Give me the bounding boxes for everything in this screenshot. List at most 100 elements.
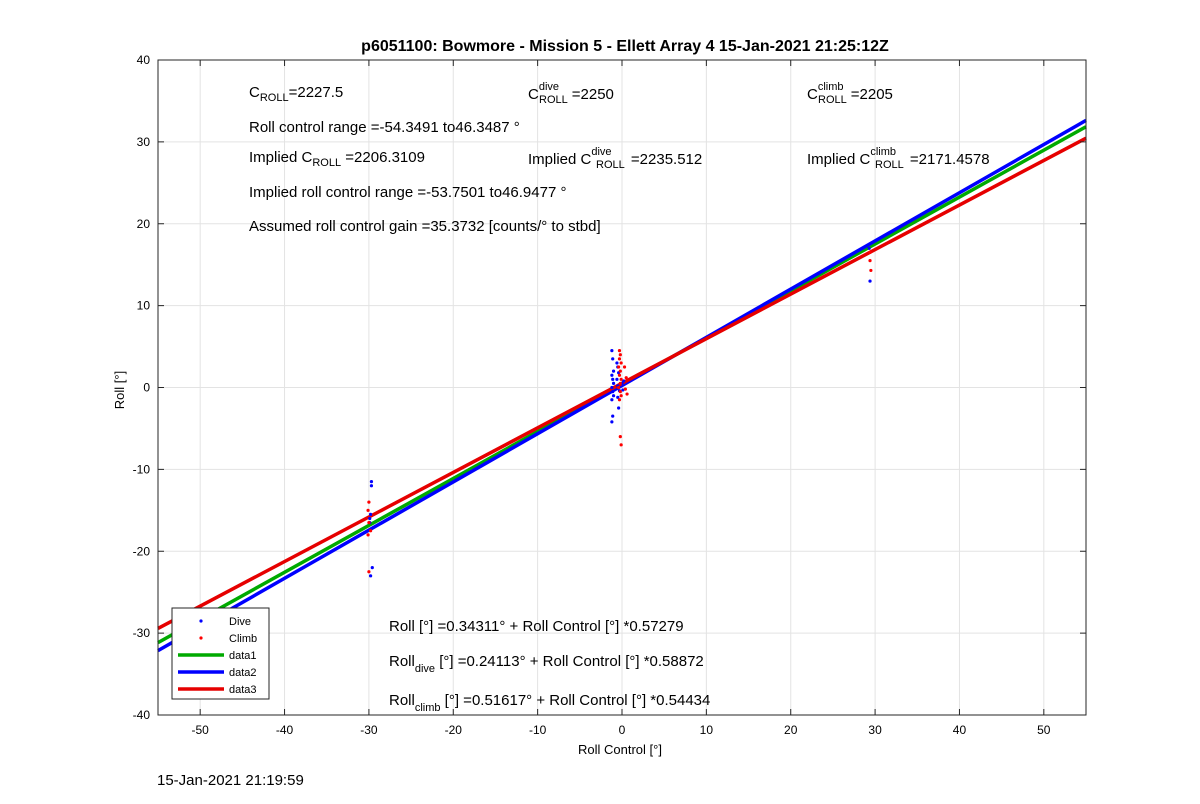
- point-climb-7: [618, 353, 622, 357]
- point-dive-7: [610, 349, 614, 353]
- point-climb-19: [618, 435, 622, 439]
- point-dive-13: [610, 385, 614, 390]
- point-climb-21: [622, 365, 627, 369]
- point-climb-9: [619, 361, 623, 365]
- roll-range-annotation: Roll control range =-54.3491 to46.3487 °: [249, 119, 520, 136]
- point-climb-0: [367, 500, 371, 504]
- point-dive-6: [368, 516, 372, 521]
- implied-range-annotation: Implied roll control range =-53.7501 to4…: [249, 184, 566, 201]
- x-tick-label-5: 0: [619, 723, 626, 737]
- x-tick-label-8: 30: [868, 723, 882, 737]
- y-tick-label-6: 20: [137, 217, 151, 231]
- point-dive-26: [617, 406, 621, 410]
- legend-data3-label: data3: [229, 684, 257, 696]
- point-dive-4: [370, 566, 374, 570]
- point-climb-3: [366, 533, 370, 537]
- point-dive-18: [610, 420, 614, 424]
- point-climb-10: [617, 365, 621, 369]
- legend-climb-marker: [199, 636, 203, 640]
- point-dive-12: [611, 381, 616, 386]
- fit-dive-annotation: Rolldive [°] =0.24113° + Roll Control [°…: [389, 653, 704, 675]
- footer-timestamp: 15-Jan-2021 21:19:59: [157, 772, 304, 789]
- point-dive-22: [615, 377, 619, 381]
- point-climb-26: [869, 268, 873, 273]
- point-dive-14: [611, 389, 615, 394]
- x-tick-label-4: -10: [529, 723, 547, 737]
- point-dive-16: [610, 398, 614, 402]
- point-climb-8: [617, 357, 622, 361]
- legend: Dive Climb data1 data2 data3: [171, 607, 270, 700]
- point-climb-11: [618, 369, 622, 373]
- fit-climb-annotation: Rollclimb [°] =0.51617° + Roll Control […: [389, 692, 710, 714]
- point-dive-5: [368, 574, 373, 578]
- point-climb-27: [868, 250, 872, 255]
- point-dive-10: [610, 373, 614, 377]
- point-dive-0: [369, 480, 374, 484]
- point-climb-6: [617, 349, 622, 353]
- point-dive-8: [611, 357, 615, 361]
- c-roll-dive-annotation: Cdive ROLL =2250: [528, 81, 614, 106]
- y-tick-label-1: -30: [133, 626, 151, 640]
- y-tick-label-0: -40: [133, 708, 151, 722]
- y-tick-label-2: -20: [133, 544, 151, 558]
- point-climb-16: [618, 389, 622, 394]
- point-dive-28: [621, 388, 625, 392]
- point-climb-2: [367, 520, 371, 525]
- y-axis-label: Roll [°]: [112, 371, 127, 409]
- point-dive-30: [868, 279, 872, 283]
- point-dive-29: [622, 379, 626, 383]
- x-tick-label-3: -20: [445, 723, 463, 737]
- legend-data2-label: data2: [229, 667, 257, 679]
- point-climb-1: [366, 508, 370, 512]
- point-dive-1: [369, 484, 374, 488]
- legend-dive-label: Dive: [229, 616, 251, 628]
- point-dive-9: [611, 369, 616, 373]
- annotations: CROLL=2227.5 Cdive ROLL =2250 Cclimb ROLL =2…: [249, 81, 990, 714]
- x-tick-label-2: -30: [360, 723, 378, 737]
- data-points: [366, 246, 873, 578]
- c-roll-annotation: CROLL=2227.5: [249, 84, 343, 104]
- point-climb-20: [619, 443, 623, 447]
- point-climb-15: [617, 385, 621, 390]
- point-climb-13: [619, 377, 623, 381]
- axis-ticks: -50 -40 -30 -20 -10 0 10 20 30 40 50 -40 -30 -20 -10 0 1…: [133, 53, 1086, 737]
- point-climb-5: [368, 529, 373, 533]
- implied-c-roll-climb-annotation: Implied Cclimb ROLL =2171.4578: [807, 146, 990, 171]
- point-climb-4: [367, 570, 371, 574]
- point-climb-12: [617, 373, 622, 377]
- implied-c-roll-dive-annotation: Implied Cdive ROLL =2235.512: [528, 146, 702, 171]
- x-tick-label-6: 10: [700, 723, 714, 737]
- implied-c-roll-annotation: Implied CROLL =2206.3109: [249, 149, 425, 169]
- point-climb-17: [619, 394, 623, 398]
- point-dive-31: [867, 246, 871, 250]
- point-climb-25: [868, 258, 872, 263]
- gain-annotation: Assumed roll control gain =35.3732 [coun…: [249, 218, 601, 235]
- y-tick-label-3: -10: [133, 462, 151, 476]
- x-tick-label-7: 20: [784, 723, 798, 737]
- series-line-data2: [157, 118, 1087, 653]
- x-tick-label-0: -50: [192, 723, 210, 737]
- c-roll-climb-annotation: Cclimb ROLL =2205: [807, 81, 893, 106]
- point-climb-14: [618, 381, 622, 386]
- y-tick-label-7: 30: [137, 135, 151, 149]
- chart-title: p6051100: Bowmore - Mission 5 - Ellett A…: [361, 38, 889, 55]
- point-dive-11: [611, 377, 615, 381]
- plot-area: -50 -40 -30 -20 -10 0 10 20 30 40 50 -40 -30 -20 -10 0 1…: [133, 53, 1087, 737]
- fit-all-annotation: Roll [°] =0.34311° + Roll Control [°] *0…: [389, 618, 684, 635]
- x-axis-label: Roll Control [°]: [578, 742, 662, 757]
- y-tick-label-4: 0: [143, 381, 150, 395]
- x-tick-label-1: -40: [276, 723, 294, 737]
- point-dive-17: [611, 414, 615, 418]
- point-climb-22: [624, 376, 628, 380]
- x-tick-label-9: 40: [953, 723, 967, 737]
- point-climb-23: [625, 392, 629, 396]
- y-tick-label-8: 40: [137, 53, 151, 67]
- point-dive-25: [616, 395, 620, 399]
- point-climb-18: [617, 398, 622, 402]
- x-tick-label-10: 50: [1037, 723, 1051, 737]
- point-dive-2: [368, 512, 373, 517]
- point-climb-24: [623, 387, 627, 391]
- legend-dive-marker: [199, 619, 203, 623]
- legend-climb-label: Climb: [229, 633, 257, 645]
